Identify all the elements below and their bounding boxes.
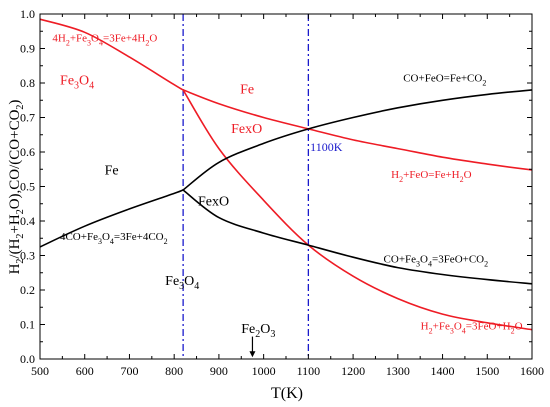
x-tick-label: 700 bbox=[120, 364, 138, 378]
y-tick-label: 0.2 bbox=[20, 283, 35, 297]
y-tick-label: 0.1 bbox=[20, 318, 35, 332]
series-line-6 bbox=[182, 189, 533, 285]
ann-co-feo: CO+FeO=Fe+CO2 bbox=[403, 72, 486, 87]
series-line-5 bbox=[39, 189, 184, 248]
y-tick-label: 0.8 bbox=[20, 76, 35, 90]
x-tick-label: 1100 bbox=[297, 364, 321, 378]
curves bbox=[39, 14, 533, 359]
ann-red-top: 4H2+Fe3O4=3Fe+4H2O bbox=[52, 33, 157, 48]
axes: 500 600 700 800 900 1000 1100 1200 1300 1400 1500 1… bbox=[20, 7, 544, 378]
x-tick-label: 1600 bbox=[520, 364, 544, 378]
x-tick-label: 1500 bbox=[475, 364, 499, 378]
x-tick-label: 500 bbox=[31, 364, 49, 378]
ann-fe3o4-red: Fe3O4 bbox=[60, 74, 94, 92]
ann-co-fe3o4: CO+Fe3O4=3FeO+CO2 bbox=[384, 253, 489, 268]
y-tick-label: 0.3 bbox=[20, 249, 35, 263]
x-tick-label: 600 bbox=[76, 364, 94, 378]
x-axis-title: T(K) bbox=[271, 385, 303, 402]
ann-4co: 4CO+Fe3O4=3Fe+4CO2 bbox=[60, 231, 168, 246]
annotations: 4H2+Fe3O4=3Fe+4H2O Fe3O4 Fe FexO 1100K CO+FeO… bbox=[52, 33, 523, 358]
series-line-1 bbox=[39, 18, 184, 91]
y-tick-label: 0.6 bbox=[20, 145, 35, 159]
y-tick-label: 0.0 bbox=[20, 352, 35, 366]
y-tick-label: 0.4 bbox=[20, 214, 35, 228]
y-tick-label: 1.0 bbox=[20, 7, 35, 21]
ann-fexo-red: FexO bbox=[231, 122, 262, 137]
x-tick-label: 900 bbox=[210, 364, 228, 378]
ann-h2-feo: H2+FeO=Fe+H2O bbox=[391, 169, 471, 184]
y-tick-label: 0.9 bbox=[20, 42, 35, 56]
ann-fe-red: Fe bbox=[240, 82, 254, 97]
x-tick-label: 1000 bbox=[252, 364, 276, 378]
fe2o3-arrow-head bbox=[249, 351, 256, 358]
ann-fe-black: Fe bbox=[105, 163, 119, 178]
y-tick-label: 0.5 bbox=[20, 180, 35, 194]
x-tick-label: 1300 bbox=[386, 364, 410, 378]
y-tick-label: 0.7 bbox=[20, 111, 35, 125]
ann-h2-fe3o4: H2+Fe3O4=3FeO+H2O bbox=[421, 321, 523, 336]
y-axis-title: H2/(H2+H2O),CO/(CO+CO2) bbox=[7, 100, 26, 275]
ann-fexo-black: FexO bbox=[198, 194, 229, 209]
x-tick-label: 1400 bbox=[431, 364, 455, 378]
x-tick-label: 800 bbox=[165, 364, 183, 378]
ann-fe2o3: Fe2O3 bbox=[241, 322, 275, 340]
series-line-2 bbox=[182, 89, 533, 171]
x-tick-label: 1200 bbox=[341, 364, 365, 378]
ann-fe3o4-black: Fe3O4 bbox=[165, 274, 199, 292]
series-line-4 bbox=[182, 89, 533, 191]
ann-1100k: 1100K bbox=[310, 140, 343, 154]
plot-frame bbox=[39, 13, 533, 360]
